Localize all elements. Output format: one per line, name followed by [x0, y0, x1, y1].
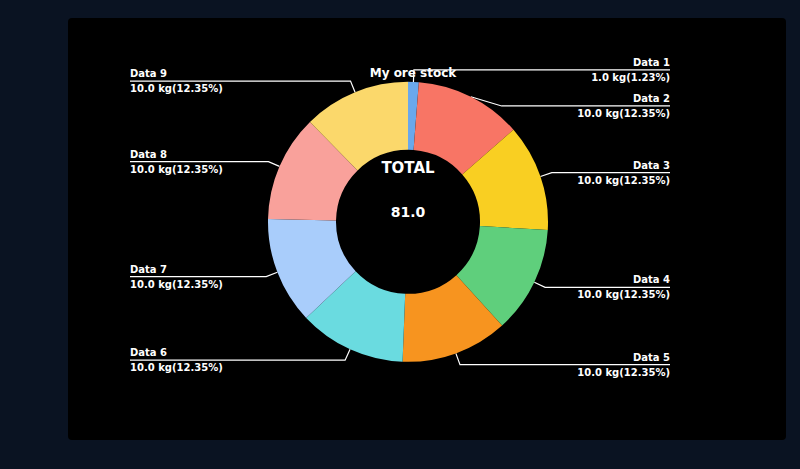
svg-text:10.0 kg(12.35%): 10.0 kg(12.35%) [130, 83, 223, 94]
svg-text:TOTAL: TOTAL [381, 159, 435, 177]
svg-text:1.0 kg(1.23%): 1.0 kg(1.23%) [591, 72, 670, 83]
svg-text:10.0 kg(12.35%): 10.0 kg(12.35%) [577, 289, 670, 300]
svg-text:10.0 kg(12.35%): 10.0 kg(12.35%) [577, 367, 670, 378]
svg-text:10.0 kg(12.35%): 10.0 kg(12.35%) [130, 164, 223, 175]
svg-text:10.0 kg(12.35%): 10.0 kg(12.35%) [577, 108, 670, 119]
svg-text:Data 4: Data 4 [633, 274, 670, 285]
svg-text:Data 9: Data 9 [130, 68, 167, 79]
svg-text:10.0 kg(12.35%): 10.0 kg(12.35%) [130, 279, 223, 290]
svg-text:My ore stock: My ore stock [370, 66, 458, 80]
svg-text:Data 6: Data 6 [130, 347, 167, 358]
svg-text:Data 7: Data 7 [130, 264, 167, 275]
svg-text:81.0: 81.0 [391, 204, 426, 220]
svg-text:Data 1: Data 1 [633, 57, 670, 68]
svg-text:10.0 kg(12.35%): 10.0 kg(12.35%) [577, 175, 670, 186]
svg-text:Data 8: Data 8 [130, 149, 167, 160]
svg-text:10.0 kg(12.35%): 10.0 kg(12.35%) [130, 362, 223, 373]
svg-text:Data 2: Data 2 [633, 93, 670, 104]
svg-text:Data 5: Data 5 [633, 352, 670, 363]
svg-text:Data 3: Data 3 [633, 160, 670, 171]
